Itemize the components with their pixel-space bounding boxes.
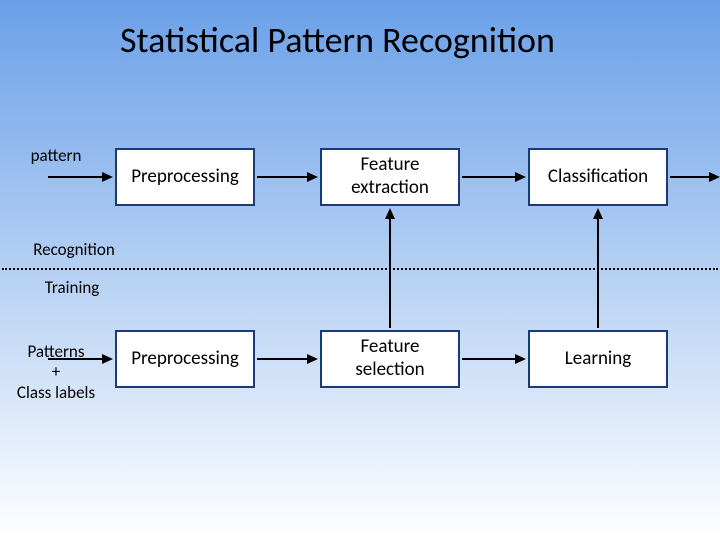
label-pattern: pattern	[16, 146, 96, 166]
section-divider	[2, 268, 718, 270]
label-patterns-class-labels: Patterns+Class labels	[4, 342, 108, 403]
label-training: Training	[22, 278, 122, 298]
page-title: Statistical Pattern Recognition	[120, 18, 555, 62]
label-recognition: Recognition	[14, 240, 134, 260]
box-classif: Classification	[528, 148, 668, 206]
box-preproc-bot: Preprocessing	[115, 330, 255, 388]
box-preproc-top: Preprocessing	[115, 148, 255, 206]
box-featsel: Featureselection	[320, 330, 460, 388]
diagram-stage: Statistical Pattern Recognition pattern …	[0, 0, 720, 540]
arrows-layer	[0, 0, 720, 540]
box-learning: Learning	[528, 330, 668, 388]
box-featext: Featureextraction	[320, 148, 460, 206]
